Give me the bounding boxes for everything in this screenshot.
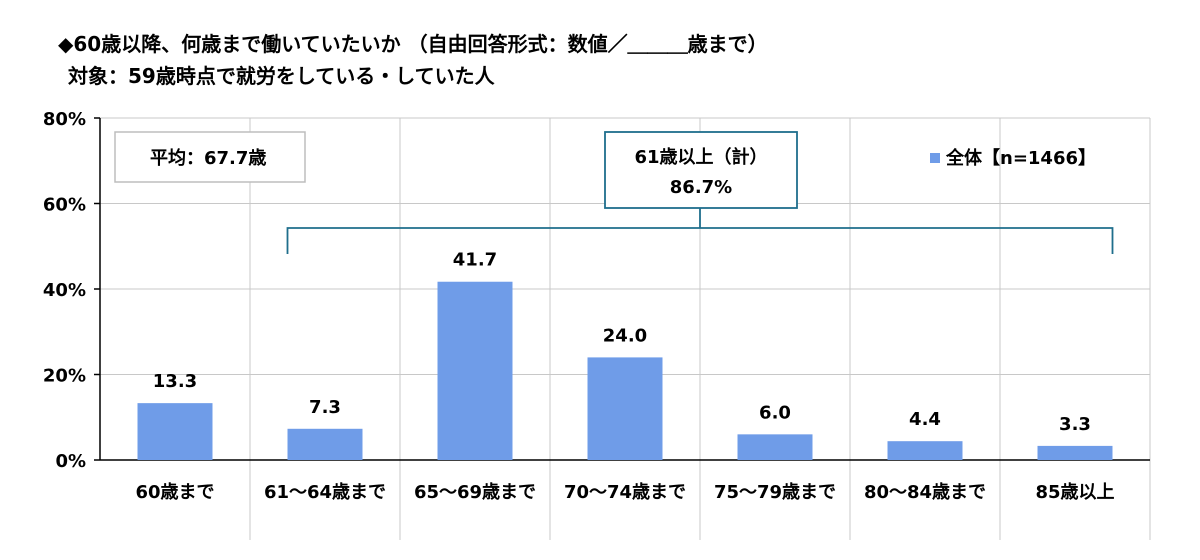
category-label: 85歳以上 <box>1035 482 1114 503</box>
chart-title: ◆60歳以降、何歳まで働いていたいか （自由回答形式：数値／＿＿＿歳まで） <box>58 32 768 56</box>
bracket-61-plus <box>286 208 1114 254</box>
average-box <box>114 131 306 183</box>
data-label: 3.3 <box>1059 414 1091 435</box>
category-label: 80～84歳まで <box>864 482 986 503</box>
y-tick-label: 60% <box>43 195 86 216</box>
data-label: 24.0 <box>603 325 647 346</box>
category-label: 65～69歳まで <box>414 482 536 503</box>
data-labels: 13.3 7.3 41.7 24.0 6.0 4.4 3.3 <box>153 250 1091 435</box>
bar <box>587 357 663 460</box>
category-label: 60歳まで <box>135 482 214 503</box>
category-label: 61～64歳まで <box>264 482 386 503</box>
data-label: 4.4 <box>909 409 941 430</box>
bar <box>737 434 813 460</box>
data-label: 41.7 <box>453 250 497 271</box>
data-label: 13.3 <box>153 371 197 392</box>
bar <box>887 441 963 460</box>
y-tick-label: 80% <box>43 109 86 130</box>
data-label: 7.3 <box>309 397 341 418</box>
bar <box>137 403 213 460</box>
bar <box>287 428 363 460</box>
bar <box>437 281 513 460</box>
data-label: 6.0 <box>759 402 791 423</box>
category-label: 70～74歳まで <box>564 482 686 503</box>
chart-subtitle: 対象：59歳時点で就労をしている・していた人 <box>68 64 495 88</box>
x-axis-labels: 60歳まで 61～64歳まで 65～69歳まで 70～74歳まで 75～79歳まで 80～… <box>135 482 1114 503</box>
bar <box>1037 445 1113 460</box>
average-label: 平均：67.7歳 <box>150 147 266 169</box>
y-tick-label: 20% <box>43 366 86 387</box>
y-tick-label: 0% <box>55 451 86 472</box>
legend-label: 全体【n=1466】 <box>945 147 1096 169</box>
bracket-label-line2: 86.7% <box>670 177 732 198</box>
category-label: 75～79歳まで <box>714 482 836 503</box>
bracket-label-line1: 61歳以上（計） <box>634 146 767 168</box>
bars <box>137 281 1113 460</box>
legend-swatch <box>930 153 940 163</box>
y-tick-label: 40% <box>43 280 86 301</box>
bracket-label-box <box>604 131 798 209</box>
